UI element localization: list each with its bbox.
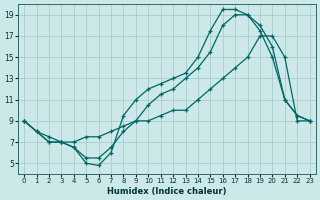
X-axis label: Humidex (Indice chaleur): Humidex (Indice chaleur) <box>107 187 227 196</box>
